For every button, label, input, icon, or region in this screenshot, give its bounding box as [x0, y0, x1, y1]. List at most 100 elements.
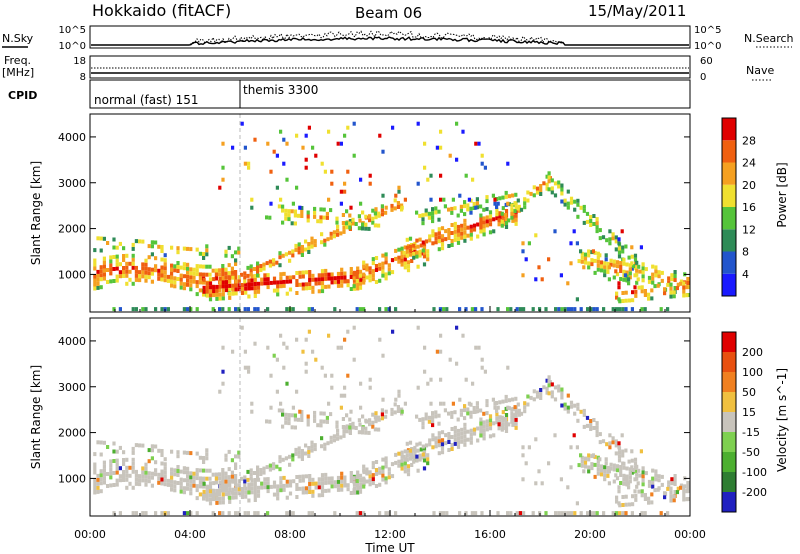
power-cell	[439, 198, 442, 202]
velocity-cell	[199, 480, 202, 484]
power-cell	[212, 277, 215, 281]
power-cell	[583, 209, 586, 213]
velocity-cell	[435, 440, 438, 444]
velocity-cell	[406, 442, 409, 446]
power-cell	[674, 274, 677, 278]
power-cell	[498, 222, 501, 226]
power-cell	[608, 277, 611, 281]
freq-tick-top: 18	[73, 56, 86, 67]
power-cell	[308, 282, 311, 286]
power-cell	[457, 225, 460, 229]
velocity-cell	[311, 511, 314, 515]
power-cell	[340, 202, 343, 206]
power-cell	[391, 126, 394, 130]
velocity-cell	[669, 491, 672, 495]
power-cell	[442, 307, 445, 311]
velocity-cell	[116, 459, 119, 463]
velocity-cell	[243, 483, 246, 487]
velocity-cell	[281, 413, 284, 417]
velocity-cell	[384, 415, 387, 419]
power-cell	[225, 280, 228, 284]
power-cell	[291, 253, 294, 257]
velocity-cell	[343, 480, 346, 484]
power-cell	[603, 273, 606, 277]
velocity-cell	[321, 493, 324, 497]
velocity-cell	[442, 511, 445, 515]
velocity-cell	[304, 452, 307, 456]
power-cell	[186, 275, 189, 279]
power-cell	[600, 260, 603, 264]
velocity-cell	[315, 482, 318, 486]
power-cell	[642, 278, 645, 282]
power-cell	[597, 264, 600, 268]
velocity-cell	[648, 480, 651, 484]
velocity-cell	[519, 511, 522, 515]
velocity-cell	[109, 467, 112, 471]
velocity-cell	[176, 450, 179, 454]
velocity-cell	[460, 409, 463, 413]
velocity-cell	[610, 463, 613, 467]
velocity-cell	[439, 402, 442, 406]
velocity-cell	[635, 473, 638, 477]
power-cell	[480, 307, 483, 311]
power-cell	[372, 269, 375, 273]
power-cell	[330, 182, 333, 186]
power-cell	[596, 225, 599, 229]
velocity-cell	[327, 481, 330, 485]
power-cell	[244, 146, 247, 150]
velocity-cell	[218, 511, 221, 515]
power-cell	[397, 205, 400, 209]
power-cell	[189, 275, 192, 279]
power-cell	[235, 279, 238, 283]
velocity-cell	[650, 492, 653, 496]
power-cell	[173, 268, 176, 272]
velocity-cell	[567, 410, 570, 414]
power-cell	[583, 221, 586, 225]
velocity-cell	[635, 465, 638, 469]
power-cell	[300, 210, 303, 214]
velocity-cell	[183, 486, 186, 490]
power-cell	[599, 236, 602, 240]
power-cell	[587, 265, 590, 269]
velocity-cell	[359, 490, 362, 494]
power-cell	[196, 280, 199, 284]
power-cell	[305, 134, 308, 138]
velocity-cell	[221, 511, 224, 515]
velocity-cell	[463, 443, 466, 447]
velocity-cell	[96, 482, 99, 486]
power-cell	[560, 188, 563, 192]
velocity-cell	[361, 415, 364, 419]
power-cell	[479, 226, 482, 230]
power-cell	[295, 134, 298, 138]
power-cell	[423, 166, 426, 170]
velocity-cell	[469, 415, 472, 419]
power-cell	[605, 253, 608, 257]
power-cell	[479, 214, 482, 218]
power-cbar-tick-1: 8	[742, 246, 749, 259]
velocity-cell	[630, 449, 633, 453]
velocity-cell	[385, 464, 388, 468]
power-cell	[567, 206, 570, 210]
power-cell	[319, 219, 322, 223]
velocity-cell	[318, 485, 321, 489]
velocity-cell	[212, 511, 215, 515]
velocity-cell	[247, 499, 250, 503]
power-cell	[132, 282, 135, 286]
velocity-cell	[205, 477, 208, 481]
velocity-cell	[435, 436, 438, 440]
power-cell	[109, 259, 112, 263]
power-cell	[359, 274, 362, 278]
velocity-cell	[483, 432, 486, 436]
velocity-cell	[144, 479, 147, 483]
power-cell	[343, 190, 346, 194]
velocity-cell	[284, 413, 287, 417]
power-cell	[254, 286, 257, 290]
power-cell	[422, 241, 425, 245]
power-cell	[384, 307, 387, 311]
velocity-cell	[548, 375, 551, 379]
velocity-cell	[340, 394, 343, 398]
velocity-cell	[457, 433, 460, 437]
power-cell	[294, 248, 297, 252]
velocity-cell	[378, 471, 381, 475]
power-cell	[205, 252, 208, 256]
